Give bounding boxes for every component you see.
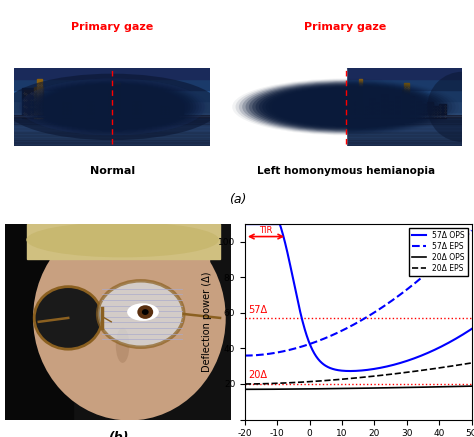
Ellipse shape [26,222,219,257]
Text: (b): (b) [108,431,128,437]
20Δ EPS [469,361,474,366]
Text: Normal: Normal [90,166,135,176]
Bar [5,224,73,420]
Line: 57Δ OPS: 57Δ OPS [245,224,472,371]
Bar [27,224,220,259]
20Δ EPS [393,371,399,376]
57Δ EPS [469,228,474,233]
57Δ OPS [301,321,306,326]
Text: Primary gaze: Primary gaze [304,22,387,32]
20Δ OPS [282,386,288,392]
Ellipse shape [116,328,129,363]
Text: TIR: TIR [259,226,273,235]
20Δ OPS [242,387,248,392]
20Δ OPS [393,385,399,390]
20Δ EPS [242,382,248,387]
20Δ EPS [345,376,350,382]
Ellipse shape [137,305,153,319]
57Δ OPS [469,326,474,332]
57Δ OPS [376,365,382,371]
20Δ OPS [301,386,306,392]
57Δ EPS [301,343,306,349]
Line: 20Δ OPS: 20Δ OPS [245,386,472,389]
57Δ OPS [347,368,353,374]
Text: Primary gaze: Primary gaze [71,22,153,32]
Bar [50,224,209,298]
Ellipse shape [127,303,159,321]
Y-axis label: Deflection power (Δ): Deflection power (Δ) [202,271,212,372]
20Δ EPS [301,379,306,385]
57Δ EPS [242,353,248,358]
Ellipse shape [33,215,226,420]
57Δ EPS [393,295,399,300]
20Δ EPS [376,373,382,378]
Text: 20Δ: 20Δ [248,371,267,381]
57Δ OPS [242,222,248,227]
Ellipse shape [98,281,184,347]
57Δ EPS [282,348,288,354]
20Δ OPS [345,386,350,391]
20Δ EPS [282,380,288,385]
Legend: 57Δ OPS, 57Δ EPS, 20Δ OPS, 20Δ EPS: 57Δ OPS, 57Δ EPS, 20Δ OPS, 20Δ EPS [409,228,468,276]
57Δ OPS [345,368,350,374]
Ellipse shape [34,287,102,349]
20Δ OPS [413,385,419,390]
57Δ OPS [282,240,288,246]
20Δ OPS [376,385,382,391]
57Δ OPS [394,361,400,367]
Ellipse shape [142,309,149,315]
57Δ EPS [413,280,419,285]
57Δ OPS [413,355,419,360]
57Δ EPS [376,307,382,312]
20Δ OPS [469,384,474,389]
Line: 57Δ EPS: 57Δ EPS [245,230,472,356]
Line: 20Δ EPS: 20Δ EPS [245,363,472,384]
57Δ EPS [345,325,350,330]
Text: Left homonymous hemianopia: Left homonymous hemianopia [256,166,435,176]
20Δ EPS [413,368,419,374]
Text: (a): (a) [229,193,247,205]
Text: 57Δ: 57Δ [248,305,267,315]
